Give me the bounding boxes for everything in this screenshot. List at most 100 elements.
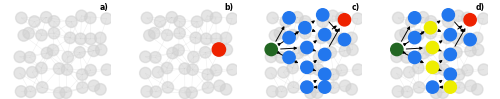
Circle shape xyxy=(318,81,331,93)
Circle shape xyxy=(452,10,464,22)
Circle shape xyxy=(220,84,232,95)
Circle shape xyxy=(424,22,436,34)
Circle shape xyxy=(200,33,212,45)
Text: d): d) xyxy=(476,3,485,12)
Circle shape xyxy=(210,64,222,76)
Circle shape xyxy=(465,45,476,57)
Circle shape xyxy=(16,86,27,97)
Circle shape xyxy=(412,30,424,41)
Circle shape xyxy=(61,64,72,75)
Circle shape xyxy=(318,29,331,41)
Circle shape xyxy=(404,67,415,78)
Circle shape xyxy=(346,44,358,56)
Circle shape xyxy=(162,30,173,41)
Circle shape xyxy=(214,80,225,92)
Circle shape xyxy=(41,47,52,59)
Circle shape xyxy=(400,27,411,39)
Circle shape xyxy=(292,12,303,23)
Circle shape xyxy=(390,43,403,56)
Circle shape xyxy=(287,30,298,41)
Circle shape xyxy=(454,69,465,80)
Circle shape xyxy=(200,47,211,58)
Circle shape xyxy=(24,86,36,98)
Circle shape xyxy=(174,16,186,27)
Circle shape xyxy=(54,87,65,99)
Circle shape xyxy=(85,64,96,76)
Circle shape xyxy=(76,82,88,93)
Circle shape xyxy=(276,86,287,98)
Circle shape xyxy=(352,64,364,75)
Circle shape xyxy=(265,43,278,56)
Circle shape xyxy=(298,22,311,34)
Circle shape xyxy=(336,12,347,24)
Circle shape xyxy=(150,86,162,98)
Circle shape xyxy=(441,32,452,44)
Circle shape xyxy=(300,41,313,54)
Circle shape xyxy=(101,13,112,24)
Circle shape xyxy=(444,29,456,41)
Circle shape xyxy=(188,51,199,63)
Circle shape xyxy=(267,12,278,24)
Circle shape xyxy=(462,12,473,24)
Circle shape xyxy=(312,87,323,98)
Circle shape xyxy=(418,47,430,59)
Circle shape xyxy=(187,64,198,75)
Circle shape xyxy=(408,31,421,44)
Circle shape xyxy=(430,87,442,99)
Circle shape xyxy=(190,32,202,44)
Circle shape xyxy=(166,12,177,23)
Circle shape xyxy=(338,33,350,46)
Circle shape xyxy=(462,64,473,76)
Circle shape xyxy=(141,86,152,97)
Circle shape xyxy=(220,32,232,44)
Circle shape xyxy=(338,14,350,26)
Circle shape xyxy=(101,64,112,75)
Circle shape xyxy=(54,63,65,74)
Circle shape xyxy=(173,44,184,56)
Circle shape xyxy=(23,27,34,39)
Circle shape xyxy=(94,84,106,95)
Circle shape xyxy=(346,84,358,95)
Circle shape xyxy=(316,9,329,21)
Circle shape xyxy=(317,16,328,27)
Circle shape xyxy=(462,33,473,45)
Circle shape xyxy=(444,81,456,93)
Circle shape xyxy=(300,81,313,93)
Circle shape xyxy=(96,44,107,56)
Circle shape xyxy=(162,82,173,93)
Circle shape xyxy=(426,81,438,93)
Circle shape xyxy=(472,32,483,44)
Circle shape xyxy=(212,43,226,56)
Circle shape xyxy=(274,27,285,39)
Circle shape xyxy=(278,67,289,78)
Circle shape xyxy=(94,32,106,44)
Circle shape xyxy=(210,33,222,45)
Circle shape xyxy=(28,16,40,27)
Circle shape xyxy=(280,16,291,27)
Circle shape xyxy=(74,47,86,58)
Circle shape xyxy=(464,33,476,46)
Text: c): c) xyxy=(351,3,360,12)
Circle shape xyxy=(269,30,280,41)
Circle shape xyxy=(438,64,450,75)
Circle shape xyxy=(336,64,347,76)
Circle shape xyxy=(60,87,72,98)
Circle shape xyxy=(465,80,476,92)
Circle shape xyxy=(312,64,324,75)
Circle shape xyxy=(186,87,198,98)
Circle shape xyxy=(140,51,151,63)
Circle shape xyxy=(14,67,26,79)
Circle shape xyxy=(144,30,155,41)
Circle shape xyxy=(444,68,456,80)
Circle shape xyxy=(414,82,425,93)
Circle shape xyxy=(339,45,350,57)
Circle shape xyxy=(327,10,338,22)
Circle shape xyxy=(418,12,429,23)
Circle shape xyxy=(424,44,436,56)
Circle shape xyxy=(152,67,164,78)
Circle shape xyxy=(392,86,404,97)
Circle shape xyxy=(16,12,27,24)
Circle shape xyxy=(408,51,421,64)
Circle shape xyxy=(442,16,454,27)
Circle shape xyxy=(150,52,161,63)
